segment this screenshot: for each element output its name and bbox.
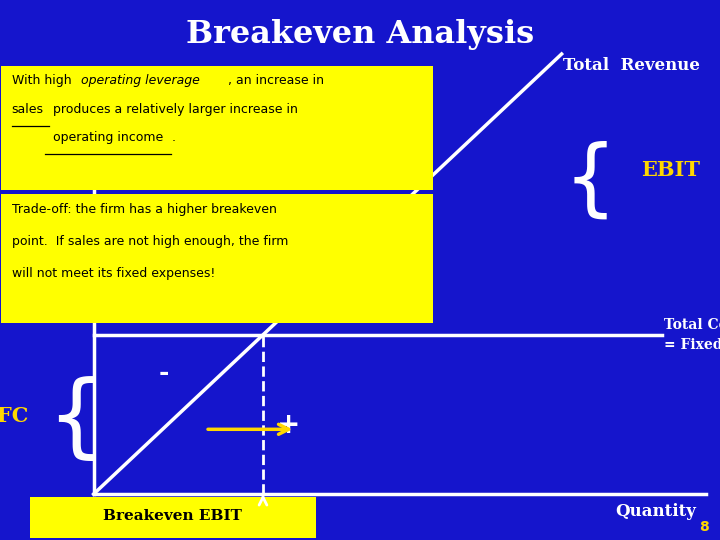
Text: operating income: operating income: [53, 131, 163, 144]
Text: With high: With high: [12, 74, 75, 87]
Text: .: .: [171, 131, 176, 144]
Text: produces a relatively larger increase in: produces a relatively larger increase in: [49, 103, 298, 116]
Text: Total  Revenue: Total Revenue: [563, 57, 700, 73]
Text: point.  If sales are not high enough, the firm: point. If sales are not high enough, the…: [12, 235, 288, 248]
Text: sales: sales: [12, 103, 43, 116]
Text: Breakeven Analysis: Breakeven Analysis: [186, 19, 534, 50]
Text: will not meet its fixed expenses!: will not meet its fixed expenses!: [12, 267, 215, 280]
Text: FC: FC: [0, 406, 29, 426]
Text: +: +: [276, 411, 300, 439]
Text: {: {: [564, 140, 617, 221]
Text: }: }: [25, 372, 83, 460]
Text: -: -: [158, 361, 169, 386]
Text: 8: 8: [699, 519, 709, 534]
Text: Q1: Q1: [250, 503, 276, 521]
Text: , an increase in: , an increase in: [228, 74, 323, 87]
Text: operating leverage: operating leverage: [81, 74, 199, 87]
Text: Quantity: Quantity: [615, 503, 696, 521]
Text: Trade-off: the firm has a higher breakeven: Trade-off: the firm has a higher breakev…: [12, 202, 276, 215]
Text: Total Cost
= Fixed: Total Cost = Fixed: [664, 318, 720, 352]
FancyBboxPatch shape: [30, 497, 316, 538]
FancyBboxPatch shape: [1, 194, 433, 323]
Text: EBIT: EBIT: [641, 160, 700, 180]
FancyBboxPatch shape: [1, 66, 433, 190]
Text: Breakeven EBIT: Breakeven EBIT: [104, 509, 242, 523]
Text: $: $: [69, 85, 82, 104]
